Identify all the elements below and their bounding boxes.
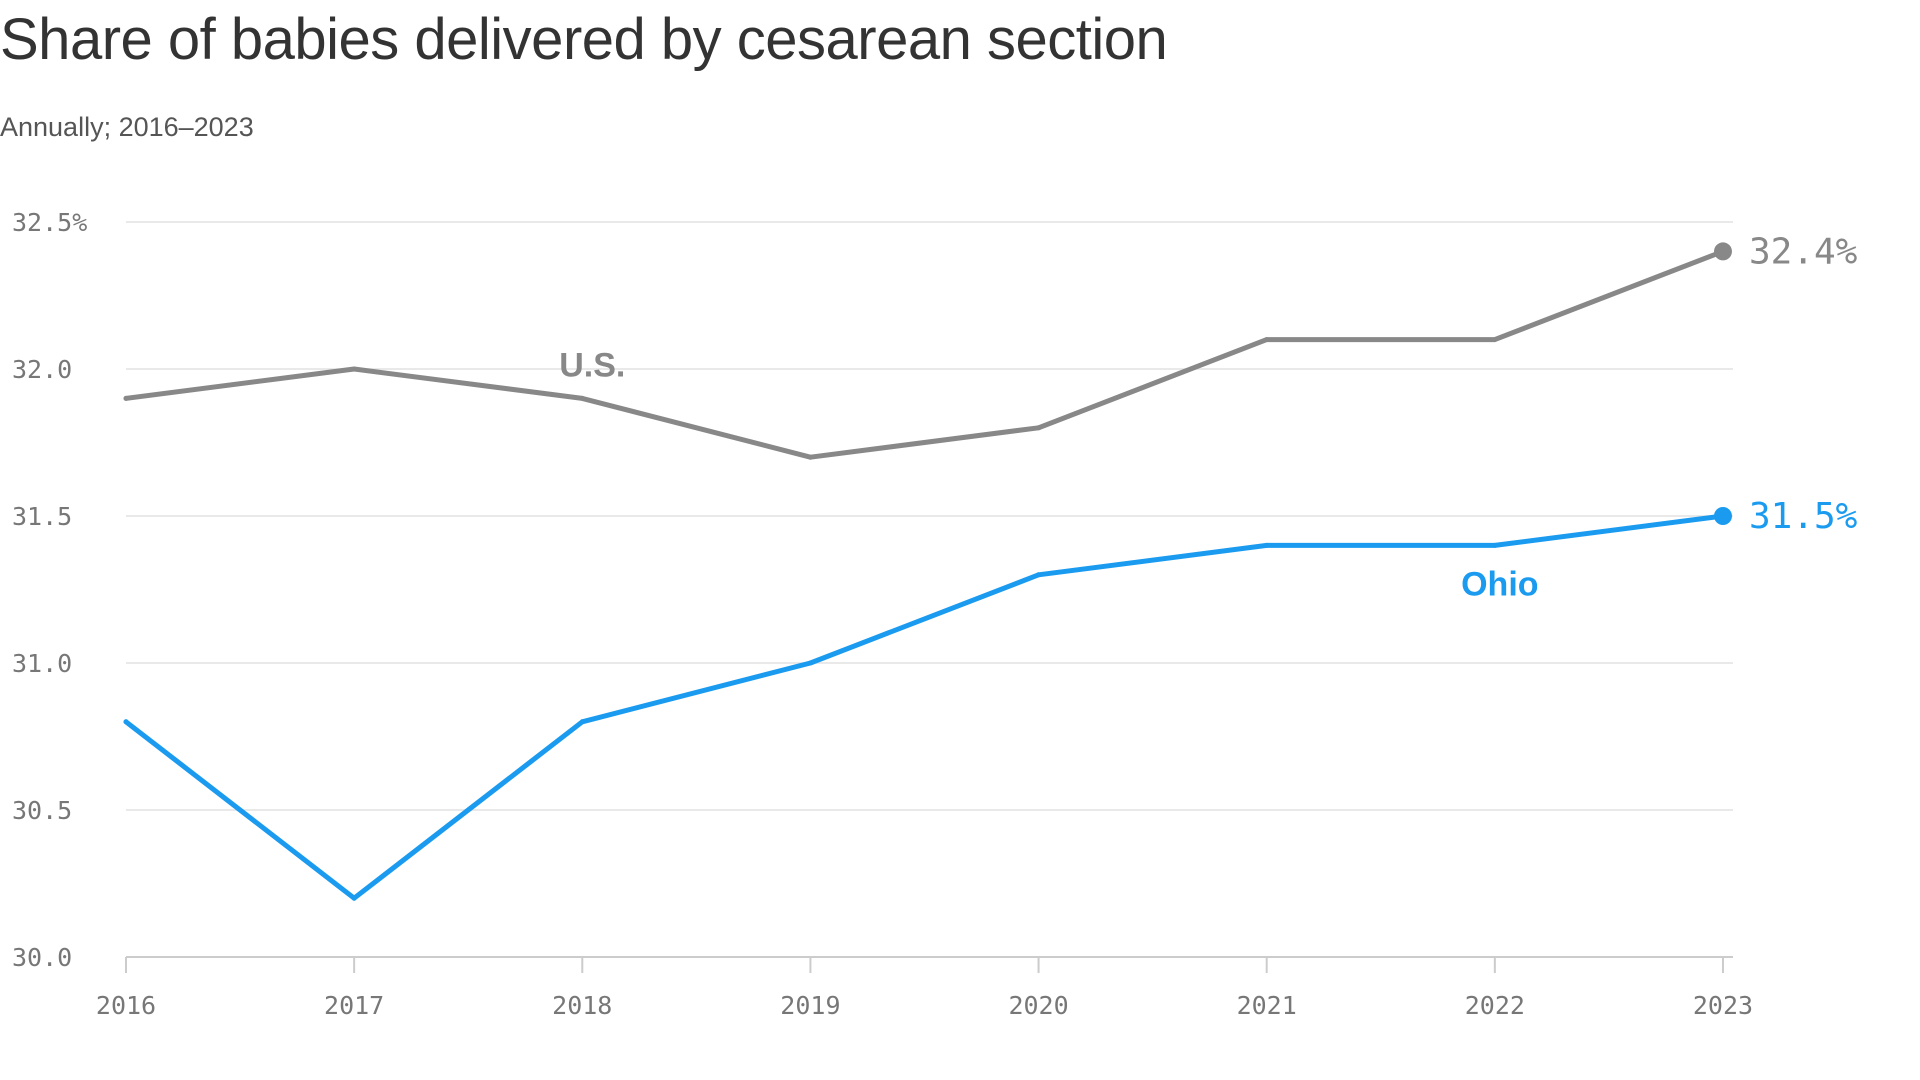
y-tick-label: 32.5% xyxy=(12,208,87,237)
x-tick-label: 2020 xyxy=(1008,991,1068,1020)
series-line-u-s xyxy=(123,248,1726,460)
x-tick-label: 2023 xyxy=(1693,991,1753,1020)
y-tick-label: 30.0 xyxy=(12,943,72,972)
data-point-ohio xyxy=(123,719,129,725)
x-tick-label: 2019 xyxy=(780,991,840,1020)
y-tick-label: 30.5 xyxy=(12,796,72,825)
series-line-ohio xyxy=(123,513,1726,901)
data-point-ohio xyxy=(351,895,357,901)
data-point-u-s xyxy=(351,366,357,372)
y-axis-ticks: 30.0 30.5 31.0 31.5 32.0 32.5% xyxy=(12,208,87,972)
data-point-u-s xyxy=(807,454,813,460)
x-tick-label: 2021 xyxy=(1237,991,1297,1020)
data-point-ohio xyxy=(1492,542,1498,548)
data-point-ohio xyxy=(1264,542,1270,548)
series-labels: 32.4% 31.5% U.S. Ohio xyxy=(559,231,1857,603)
chart-subtitle: Annually; 2016–2023 xyxy=(0,112,254,142)
chart-title: Share of babies delivered by cesarean se… xyxy=(0,7,1168,72)
data-point-ohio xyxy=(1036,572,1042,578)
x-tick-label: 2017 xyxy=(324,991,384,1020)
data-point-u-s xyxy=(1492,337,1498,343)
x-axis-ticks: 2016 2017 2018 2019 2020 2021 2022 2023 xyxy=(96,957,1753,1020)
data-point-ohio xyxy=(807,660,813,666)
data-point-ohio xyxy=(579,719,585,725)
series-lines xyxy=(123,242,1732,901)
end-point-ohio xyxy=(1713,507,1732,525)
x-tick-label: 2016 xyxy=(96,991,156,1020)
y-tick-label: 31.0 xyxy=(12,649,72,678)
x-tick-label: 2018 xyxy=(552,991,612,1020)
end-label-u-s: 32.4% xyxy=(1749,231,1858,272)
series-label-ohio: Ohio xyxy=(1461,565,1538,603)
end-point-u-s xyxy=(1713,242,1732,261)
end-label-ohio: 31.5% xyxy=(1749,496,1858,537)
data-point-u-s xyxy=(1264,337,1270,343)
series-label-u-s: U.S. xyxy=(559,346,625,384)
y-tick-label: 32.0 xyxy=(12,355,72,384)
data-point-u-s xyxy=(123,395,129,401)
x-tick-label: 2022 xyxy=(1465,991,1525,1020)
y-tick-label: 31.5 xyxy=(12,502,72,531)
gridlines xyxy=(126,221,1733,958)
data-point-u-s xyxy=(1036,425,1042,431)
data-point-u-s xyxy=(579,395,585,401)
